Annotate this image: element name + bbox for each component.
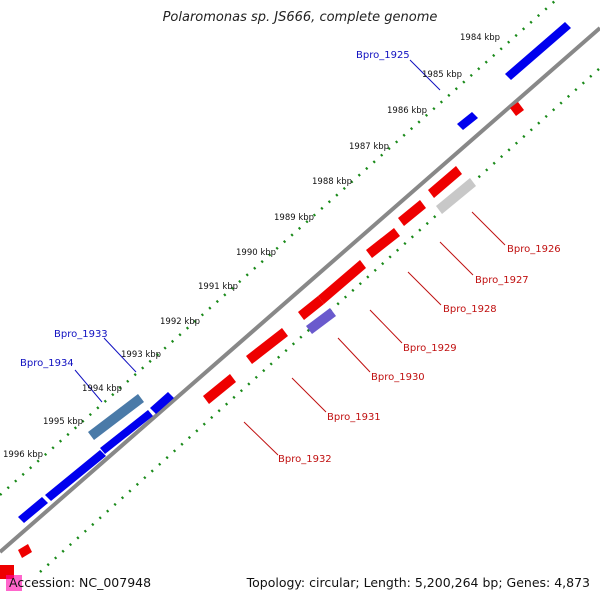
genome-backbone [0,26,600,554]
gene-label-bpro-1925[interactable]: Bpro_1925 [356,50,410,61]
gene-reverse-bottom[interactable] [18,544,32,558]
kbp-label: 1994 kbp [82,384,122,394]
gene-partial-pink[interactable] [6,575,22,591]
gene-forward-a[interactable] [150,392,174,414]
gene-bpro-1931[interactable] [246,328,288,364]
gene-label-bpro-1934[interactable]: Bpro_1934 [20,358,74,369]
gene-label-bpro-1927[interactable]: Bpro_1927 [475,275,529,286]
gene-bpro-1934[interactable] [45,450,106,501]
topology-text: Topology: circular; Length: 5,200,264 bp… [246,575,590,590]
accession-text: Accession: NC_007948 [9,575,152,590]
gene-bpro-1928[interactable] [366,228,400,258]
gene-bpro-1933[interactable] [88,394,144,440]
kbp-label: 1988 kbp [312,177,352,187]
gene-label-bpro-1932[interactable]: Bpro_1932 [278,454,332,465]
gene-label-bpro-1930[interactable]: Bpro_1930 [371,372,425,383]
reverse-label-leaders [243,211,506,456]
gene-reverse-1986[interactable] [510,102,524,116]
gene-forward-b[interactable] [100,410,153,454]
outer-tick-track [0,0,557,496]
forward-genes [18,22,571,523]
gene-bpro-1929[interactable] [318,260,366,304]
gene-label-bpro-1929[interactable]: Bpro_1929 [403,343,457,354]
kbp-label: 1995 kbp [43,417,83,427]
kbp-label: 1984 kbp [460,33,500,43]
kbp-label: 1986 kbp [387,106,427,116]
gene-forward-1986[interactable] [457,112,478,130]
gene-label-bpro-1928[interactable]: Bpro_1928 [443,304,497,315]
gene-bpro-1932[interactable] [203,374,236,404]
gene-bpro-1926-grey[interactable] [436,178,476,214]
gene-bpro-1925[interactable] [505,22,571,80]
gene-bpro-1927[interactable] [398,200,426,226]
kbp-labels: 1984 kbp 1985 kbp 1986 kbp 1987 kbp 1988… [3,33,500,460]
kbp-label: 1996 kbp [3,450,43,460]
gene-bpro-1930[interactable] [306,308,336,334]
gene-label-bpro-1926[interactable]: Bpro_1926 [507,244,561,255]
reverse-gene-labels: Bpro_1926 Bpro_1927 Bpro_1928 Bpro_1929 … [278,244,561,465]
kbp-label: 1992 kbp [160,317,200,327]
gene-label-bpro-1931[interactable]: Bpro_1931 [327,412,381,423]
kbp-label: 1991 kbp [198,282,238,292]
gene-forward-c[interactable] [18,497,48,523]
reverse-genes [18,102,524,558]
kbp-label: 1990 kbp [236,248,276,258]
kbp-label: 1985 kbp [422,70,462,80]
gene-bpro-1926[interactable] [428,166,462,198]
gene-label-bpro-1933[interactable]: Bpro_1933 [54,329,108,340]
kbp-label: 1987 kbp [349,142,389,152]
kbp-label: 1989 kbp [274,213,314,223]
kbp-label: 1993 kbp [121,350,161,360]
map-title: Polaromonas sp. JS666, complete genome [162,10,438,25]
gene-reverse-small[interactable] [298,296,324,320]
forward-gene-labels: Bpro_1925 Bpro_1933 Bpro_1934 [20,50,410,369]
forward-label-leaders [74,59,441,403]
